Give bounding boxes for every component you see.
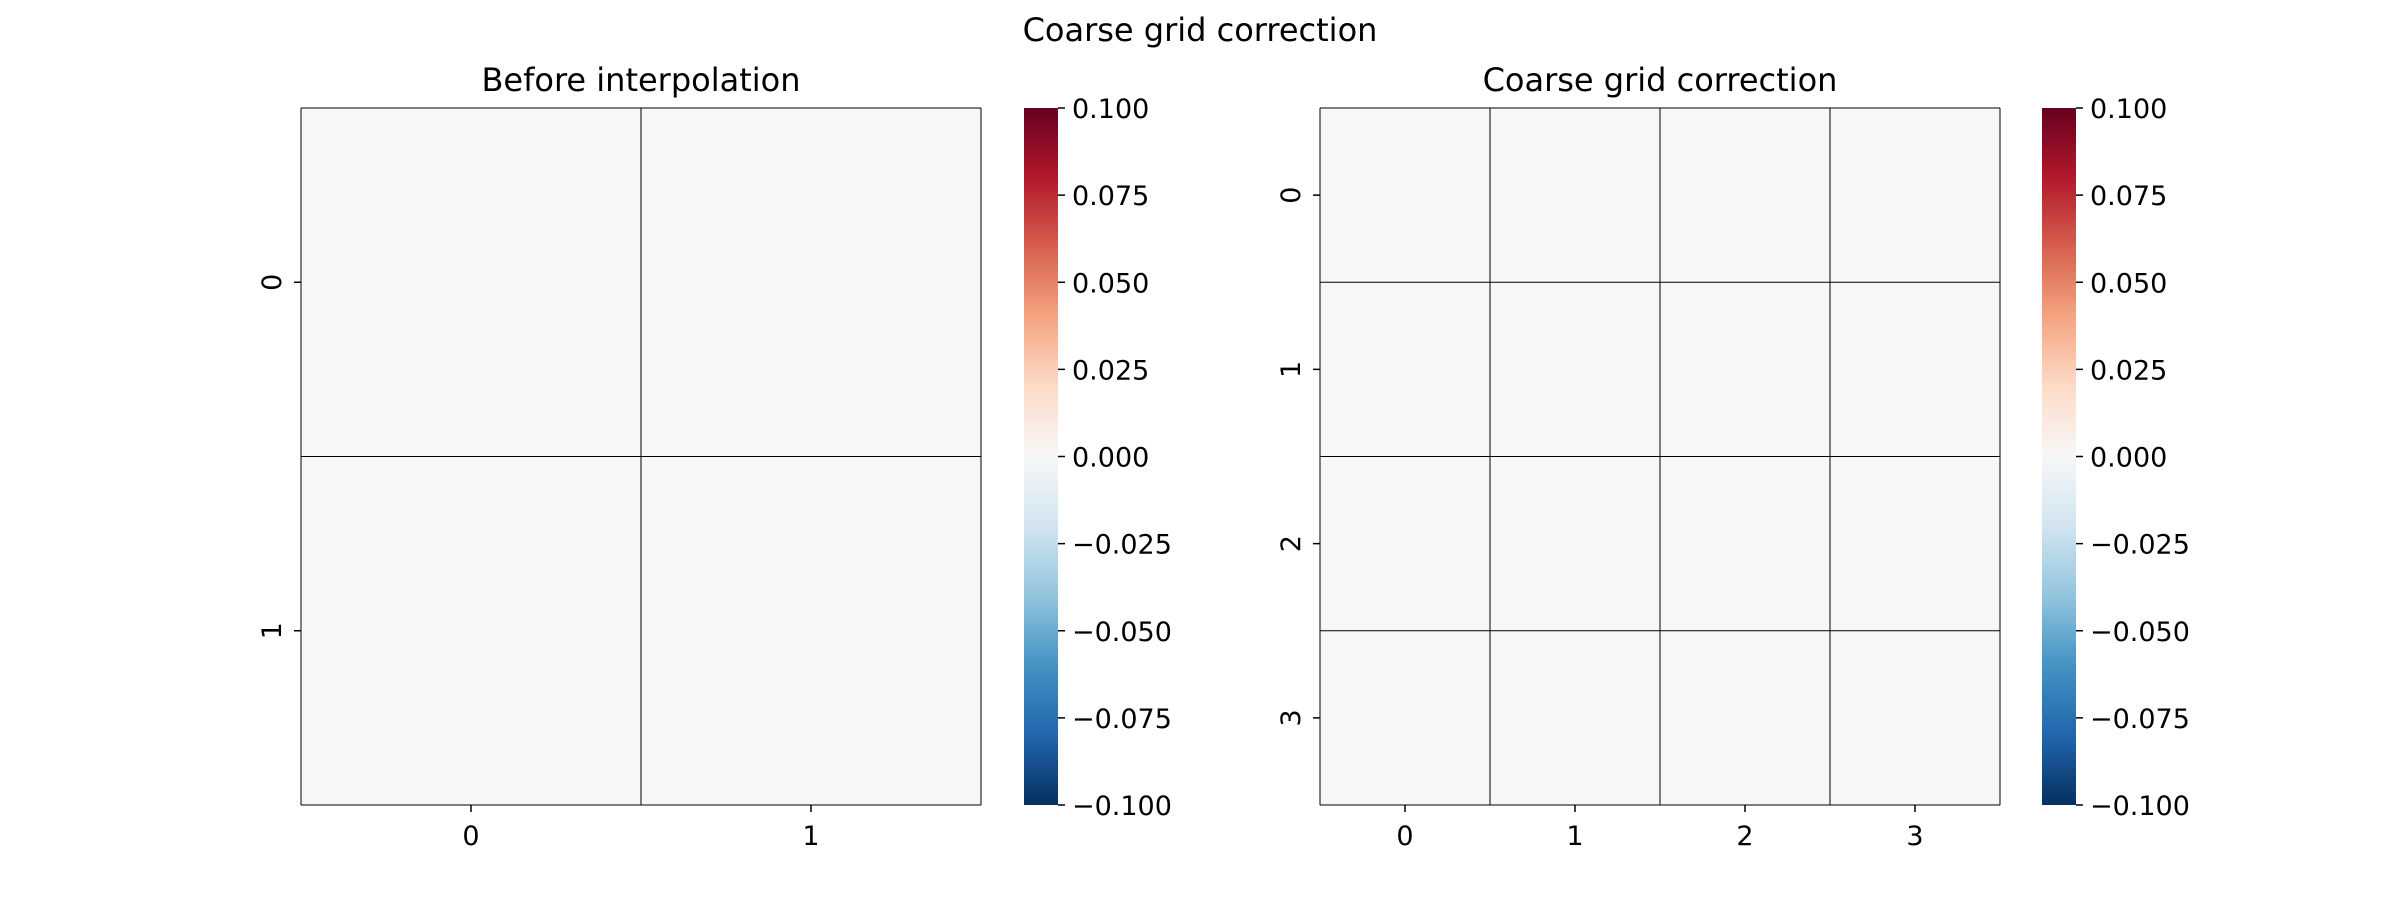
heatmap-1-title: Before interpolation (481, 61, 800, 99)
y-tick-label: 1 (1276, 361, 1307, 378)
heatmap-cell (1660, 630, 1830, 805)
colorbar-tick-label: 0.075 (1072, 181, 1149, 212)
heatmap-cell (301, 108, 641, 457)
x-tick-label: 0 (462, 821, 479, 852)
heatmap-cell (1320, 282, 1490, 457)
heatmap-cell (1830, 108, 2000, 283)
colorbar-tick-label: 0.000 (2090, 443, 2167, 474)
heatmap-2: Coarse grid correction 0 1 2 3 0 1 2 3 0.100 0.075… (1276, 61, 2190, 852)
heatmap-cell (1490, 630, 1660, 805)
colorbar-1: 0.100 0.075 0.050 0.025 0.000 −0.025 −0.050 −0.… (1024, 94, 1172, 822)
colorbar-gradient (1024, 108, 1058, 805)
colorbar-tick-label: −0.075 (2090, 704, 2190, 735)
colorbar-tick-label: −0.025 (2090, 530, 2190, 561)
heatmap-cell (1490, 108, 1660, 283)
heatmap-cell (1320, 630, 1490, 805)
heatmap-cell (1660, 456, 1830, 631)
colorbar-tick-label: 0.050 (2090, 268, 2167, 299)
heatmap-cell (1320, 108, 1490, 283)
x-tick-label: 1 (802, 821, 819, 852)
colorbar-gradient (2042, 108, 2076, 805)
x-tick-label: 1 (1566, 821, 1583, 852)
colorbar-tick-label: −0.025 (1072, 530, 1172, 561)
colorbar-tick-label: −0.075 (1072, 704, 1172, 735)
heatmap-cell (1660, 108, 1830, 283)
heatmap-cell (1490, 456, 1660, 631)
colorbar-tick-label: 0.100 (1072, 94, 1149, 125)
heatmap-cell (1830, 282, 2000, 457)
colorbar-tick-label: −0.050 (1072, 617, 1172, 648)
heatmap-cell (1660, 282, 1830, 457)
y-tick-label: 0 (1276, 187, 1307, 204)
x-tick-label: 0 (1396, 821, 1413, 852)
colorbar-tick-label: −0.050 (2090, 617, 2190, 648)
y-tick-label: 3 (1276, 709, 1307, 726)
colorbar-tick-label: 0.050 (1072, 268, 1149, 299)
heatmap-cell (641, 456, 981, 805)
colorbar-tick-label: 0.025 (2090, 355, 2167, 386)
colorbar-tick-label: −0.100 (1072, 791, 1172, 822)
x-tick-label: 2 (1736, 821, 1753, 852)
y-tick-label: 0 (257, 274, 288, 291)
heatmap-2-title: Coarse grid correction (1483, 61, 1838, 99)
colorbar-2: 0.100 0.075 0.050 0.025 0.000 −0.025 −0.050 −0.… (2042, 94, 2190, 822)
heatmap-cell (1830, 456, 2000, 631)
heatmap-cell (1490, 282, 1660, 457)
colorbar-tick-label: 0.075 (2090, 181, 2167, 212)
colorbar-tick-label: 0.100 (2090, 94, 2167, 125)
colorbar-tick-label: −0.100 (2090, 791, 2190, 822)
x-tick-label: 3 (1906, 821, 1923, 852)
colorbar-tick-label: 0.000 (1072, 443, 1149, 474)
heatmap-cell (1320, 456, 1490, 631)
figure-suptitle: Coarse grid correction (1023, 11, 1378, 49)
heatmap-cell (641, 108, 981, 457)
y-tick-label: 2 (1276, 535, 1307, 552)
heatmap-cell (301, 456, 641, 805)
heatmap-cell (1830, 630, 2000, 805)
colorbar-tick-label: 0.025 (1072, 355, 1149, 386)
y-tick-label: 1 (257, 622, 288, 639)
